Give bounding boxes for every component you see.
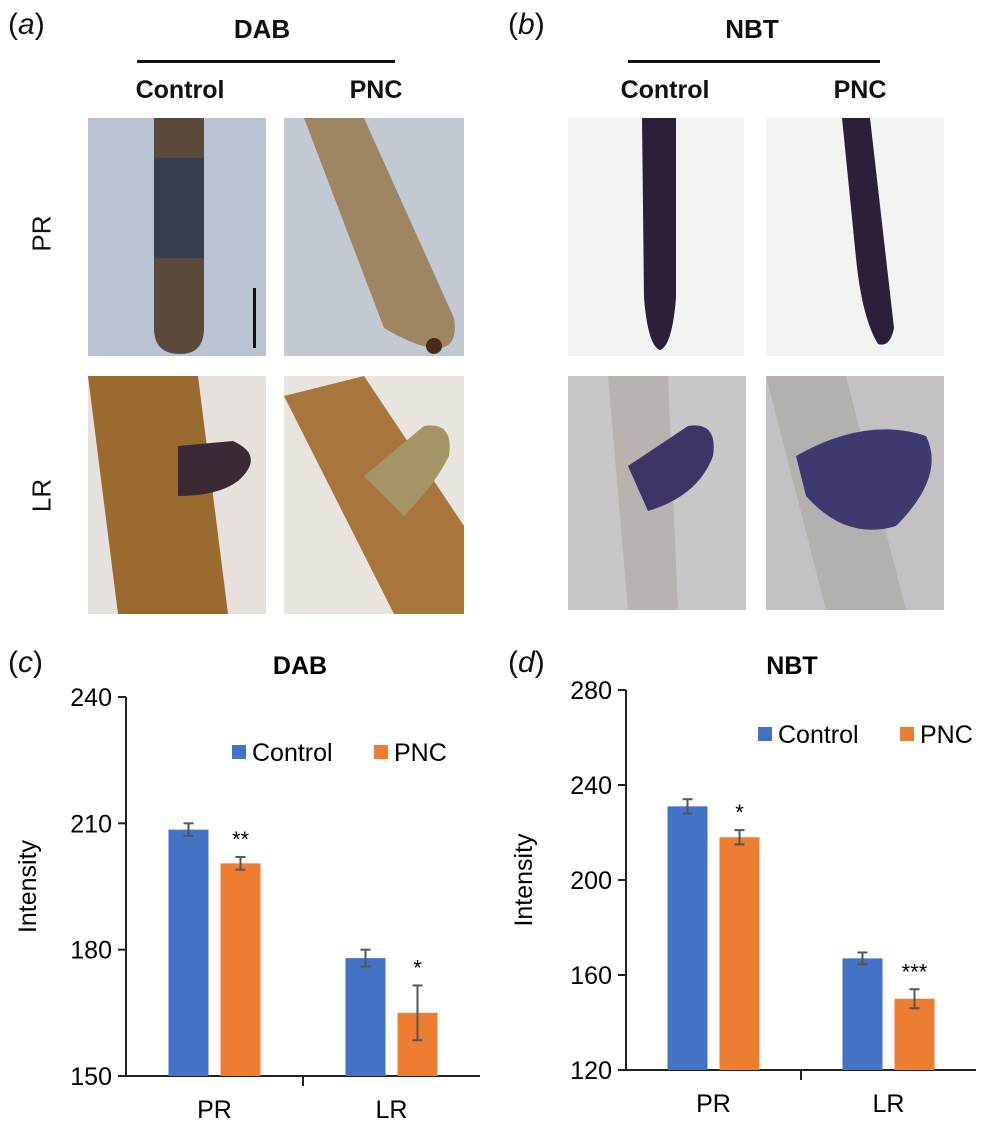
row-label-pr: PR <box>26 215 57 252</box>
dab-pnc-pr-image <box>284 118 464 356</box>
bar-control <box>842 958 883 1070</box>
x-tick-label: PR <box>696 1090 731 1118</box>
bar-pnc <box>894 998 935 1070</box>
panel-a-stain-title: DAB <box>233 14 291 44</box>
bar-pnc <box>719 837 760 1070</box>
dab-control-pr-image <box>88 118 266 356</box>
panel-d-letter: (d) <box>508 646 545 679</box>
y-tick-label: 120 <box>570 1057 612 1085</box>
panel-a-letter: (a) <box>8 8 45 41</box>
legend-swatch-pnc <box>900 727 914 741</box>
y-tick-label: 150 <box>70 1063 112 1091</box>
panel-b-col-pnc: PNC <box>833 76 887 104</box>
legend-label-control: Control <box>778 721 859 749</box>
panel-b-letter: (b) <box>508 8 545 41</box>
bar-control <box>667 806 708 1070</box>
y-axis-label: Intensity <box>14 839 42 933</box>
bar-pnc <box>220 863 261 1076</box>
y-axis-label: Intensity <box>510 833 538 927</box>
row-label-lr: LR <box>26 478 57 513</box>
y-tick-label: 280 <box>570 677 612 705</box>
panel-a-title-rule <box>137 60 395 63</box>
x-tick-label: LR <box>873 1090 905 1118</box>
y-tick-label: 240 <box>70 684 112 712</box>
legend-label-control: Control <box>252 739 333 767</box>
dab-control-lr-image <box>88 376 266 614</box>
y-tick-label: 240 <box>570 772 612 800</box>
panel-a-col-control: Control <box>135 76 225 104</box>
y-tick-label: 180 <box>70 937 112 965</box>
chart-nbt: NBT Intensity 120 160 200 240 280 PR * LR *** Contr… <box>510 652 976 1118</box>
y-tick-label: 160 <box>570 962 612 990</box>
significance-marker: * <box>413 955 422 980</box>
panel-b-col-control: Control <box>620 76 710 104</box>
chart-title: NBT <box>766 652 817 680</box>
legend-swatch-control <box>232 745 246 759</box>
x-tick-label: LR <box>376 1096 408 1124</box>
x-tick-label: PR <box>197 1096 232 1124</box>
panel-a-col-pnc: PNC <box>349 76 403 104</box>
bar-control <box>345 958 386 1076</box>
nbt-pnc-pr-image <box>766 118 944 356</box>
nbt-pnc-lr-image <box>766 376 944 610</box>
significance-marker: ** <box>232 827 250 852</box>
panel-c-letter: (c) <box>8 646 43 679</box>
panel-b-stain-title: NBT <box>725 14 779 44</box>
nbt-control-pr-image <box>568 118 744 356</box>
legend-label-pnc: PNC <box>920 721 973 749</box>
dab-pnc-lr-image <box>284 376 464 614</box>
legend-swatch-control <box>758 727 772 741</box>
chart-dab: DAB Intensity 150 180 210 240 PR ** LR * Control PN… <box>14 652 480 1124</box>
legend-label-pnc: PNC <box>394 739 447 767</box>
panel-b-title-rule <box>628 60 880 63</box>
y-tick-label: 200 <box>570 867 612 895</box>
bar-control <box>168 829 209 1076</box>
significance-marker: *** <box>902 959 928 984</box>
y-tick-label: 210 <box>70 810 112 838</box>
chart-title: DAB <box>273 652 327 680</box>
nbt-control-lr-image <box>568 376 746 610</box>
legend-swatch-pnc <box>374 745 388 759</box>
significance-marker: * <box>735 800 744 825</box>
